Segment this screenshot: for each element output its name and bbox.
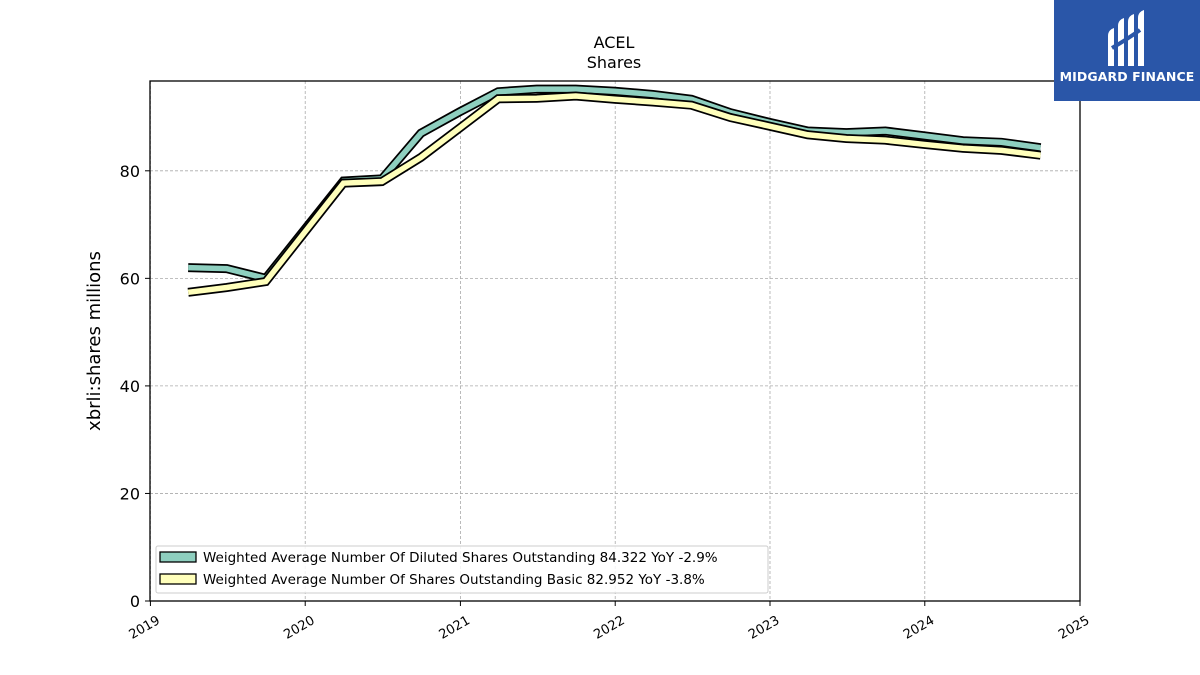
y-tick-label: 40 xyxy=(120,377,140,396)
y-tick-label: 60 xyxy=(120,269,140,288)
logo-text: MIDGARD FINANCE xyxy=(1059,69,1195,84)
series-outline-0 xyxy=(188,84,1042,284)
legend: Weighted Average Number Of Diluted Share… xyxy=(155,545,769,594)
x-tick-label: 2025 xyxy=(1056,613,1092,643)
x-tick-label: 2024 xyxy=(901,613,937,643)
legend-swatch-basic xyxy=(159,573,197,585)
x-tick-label: 2023 xyxy=(746,613,782,643)
series-layer xyxy=(187,84,1042,297)
legend-box xyxy=(155,545,769,594)
y-tick-label: 0 xyxy=(130,592,140,611)
y-tick-label: 20 xyxy=(120,484,140,503)
legend-label-diluted: Weighted Average Number Of Diluted Share… xyxy=(203,550,718,566)
series-line-0 xyxy=(188,86,1041,282)
series-outline-1 xyxy=(187,91,1042,297)
x-tick-label: 2020 xyxy=(281,613,317,643)
midgard-finance-logo: MIDGARD FINANCE xyxy=(1054,0,1200,101)
series-line-1 xyxy=(187,93,1041,296)
chart-title: ACEL xyxy=(594,33,635,52)
legend-swatch-diluted xyxy=(159,551,197,563)
chart-subtitle: Shares xyxy=(587,53,642,72)
y-tick-label: 80 xyxy=(120,162,140,181)
x-tick-label: 2019 xyxy=(127,613,163,643)
midgard-logo-icon xyxy=(1108,10,1144,66)
x-tick-label: 2021 xyxy=(437,613,473,643)
x-tick-label: 2022 xyxy=(591,613,627,643)
legend-label-basic: Weighted Average Number Of Shares Outsta… xyxy=(203,572,705,588)
grid-lines xyxy=(150,81,1081,601)
y-axis-label: xbrli:shares millions xyxy=(84,251,105,431)
